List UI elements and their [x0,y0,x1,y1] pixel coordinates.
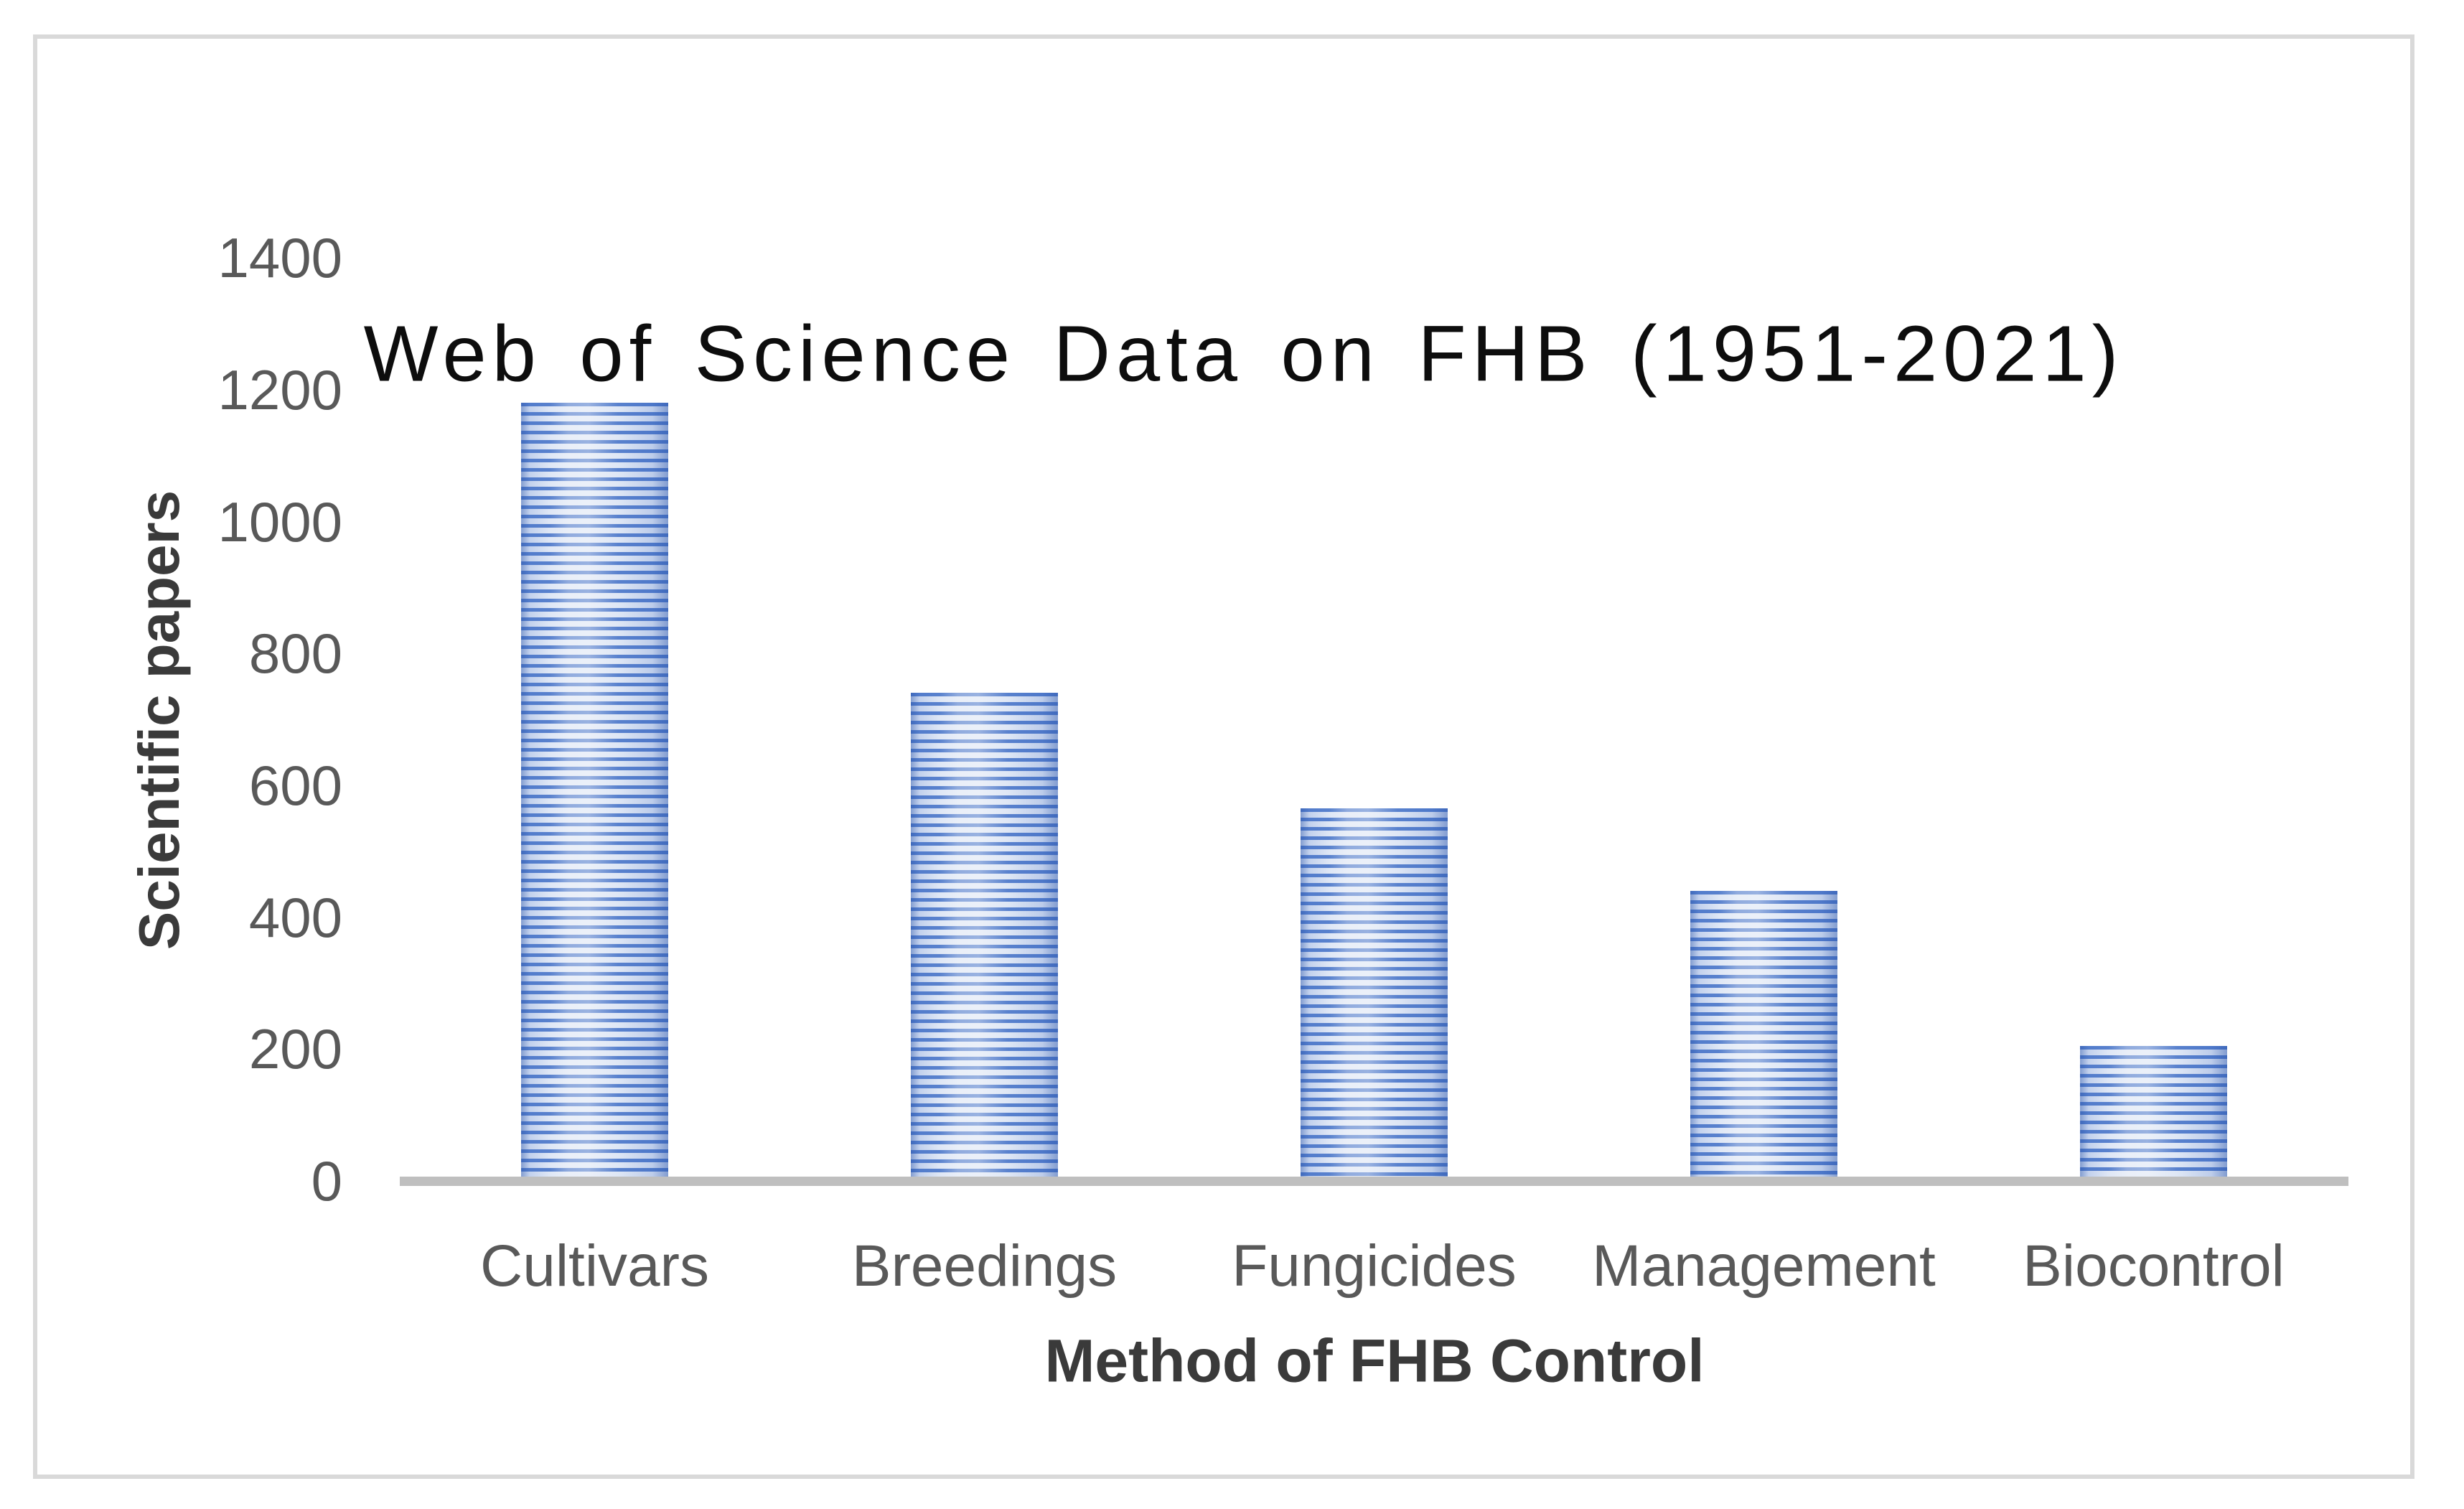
y-tick-label: 1200 [217,358,342,421]
y-tick-label: 800 [248,622,342,686]
bar-biocontrol [2080,1046,2227,1181]
y-tick-label: 400 [248,885,342,949]
chart-title: Web of Science Data on FHB (1951-2021) [363,309,2125,398]
bar-fungicides [1301,808,1448,1181]
x-tick-label: Breedings [851,1233,1118,1299]
y-tick-label: 200 [248,1017,342,1081]
category-labels-row: Cultivars Breedings Fungicides Management Bi… [400,1230,2348,1302]
category-slot [1959,0,2348,1181]
bars-row [400,0,2348,1181]
category-slot [400,0,790,1181]
category-slot [1569,0,1959,1181]
x-tick-label: Biocontrol [2023,1233,2285,1299]
x-tick-label: Cultivars [480,1233,709,1299]
y-tick-label: 1000 [217,490,342,553]
y-tick-label: 600 [248,753,342,817]
x-tick-label: Management [1592,1233,1936,1299]
bar-management [1690,891,1837,1181]
bar-cultivars [521,403,668,1181]
y-tick-label: 1400 [217,226,342,290]
figure-border [33,34,2414,1479]
category-slot [790,0,1179,1181]
x-tick-label: Fungicides [1232,1233,1517,1299]
x-axis-line [400,1177,2348,1186]
bar-breedings [911,693,1058,1181]
category-slot [1179,0,1569,1181]
y-tick-label: 0 [311,1149,342,1213]
x-axis-title: Method of FHB Control [1044,1327,1705,1395]
